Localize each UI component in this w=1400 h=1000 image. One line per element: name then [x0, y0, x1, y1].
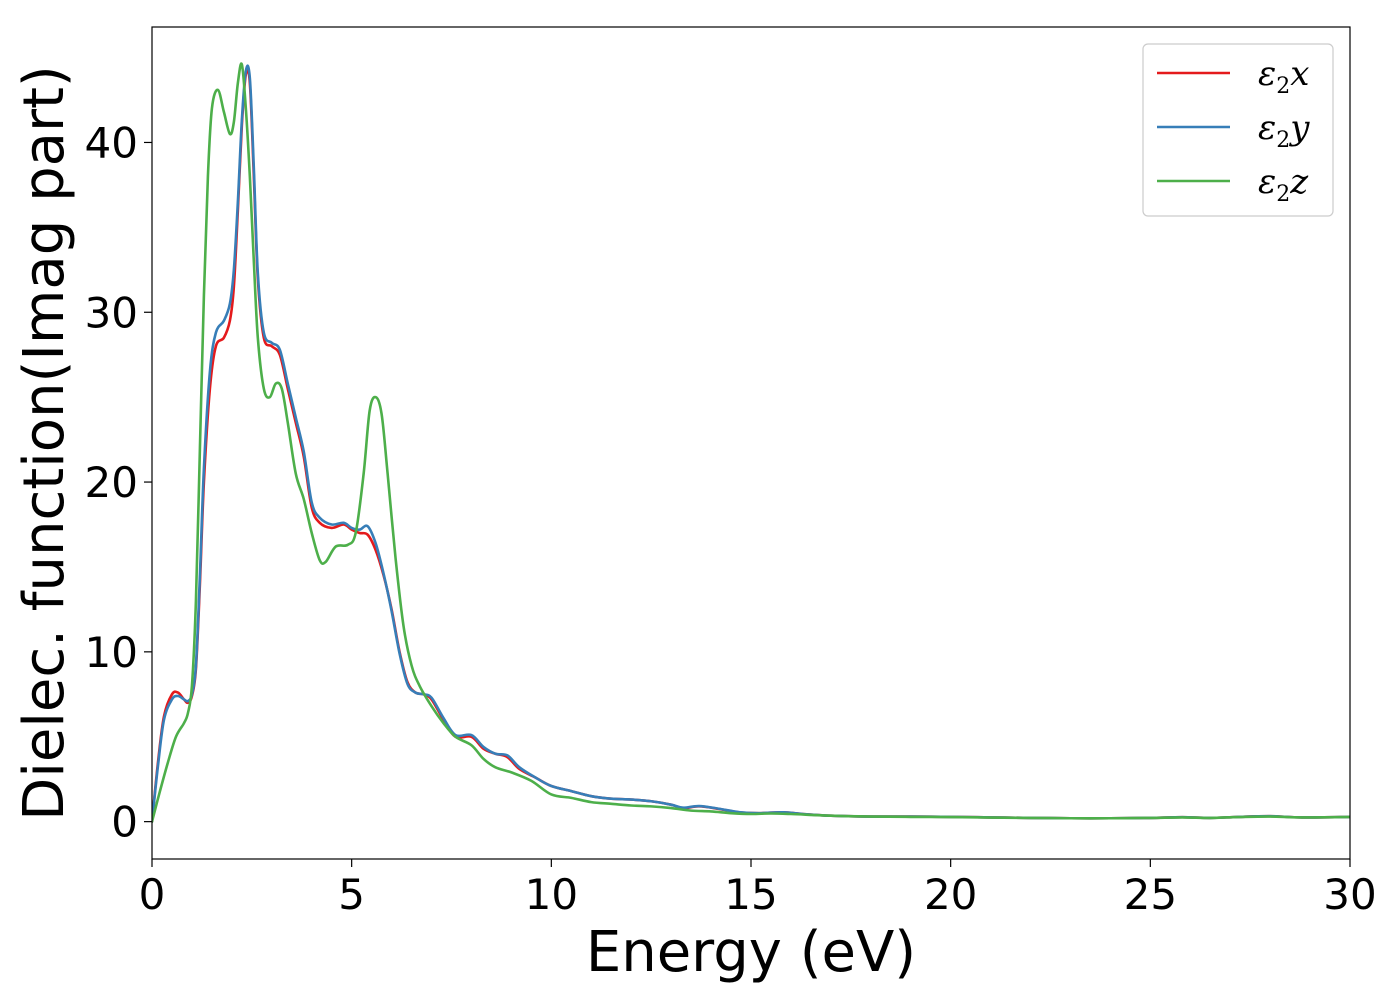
legend-label-y: ε2y	[1258, 108, 1310, 153]
y-tick-label: 0	[111, 798, 138, 847]
y-axis-title: Dielec. function(Imag part)	[12, 65, 77, 821]
y-tick-label: 10	[85, 628, 138, 677]
x-tick-label: 15	[724, 870, 777, 919]
x-tick-label: 5	[338, 870, 365, 919]
legend-items: ε2x ε2y ε2z	[1157, 54, 1310, 207]
y-tick-label: 40	[85, 118, 138, 167]
x-tick-label: 20	[924, 870, 977, 919]
legend-label-z: ε2z	[1258, 162, 1309, 207]
x-tick-label: 0	[139, 870, 166, 919]
x-axis-title: Energy (eV)	[586, 920, 916, 985]
x-tick-label: 25	[1124, 870, 1177, 919]
y-tick-label: 30	[85, 288, 138, 337]
series-layer	[152, 62, 1350, 823]
series-line-z	[152, 62, 1350, 823]
y-axis-ticks: 0 10 20 30 40	[85, 118, 152, 847]
x-tick-label: 30	[1323, 870, 1376, 919]
legend-label-x: ε2x	[1258, 54, 1309, 99]
x-axis-ticks: 0 5 10 15 20 25 30	[139, 859, 1377, 919]
legend: ε2x ε2y ε2z	[1142, 43, 1334, 217]
legend-frame	[1142, 43, 1334, 217]
y-tick-label: 20	[85, 458, 138, 507]
x-tick-label: 10	[525, 870, 578, 919]
